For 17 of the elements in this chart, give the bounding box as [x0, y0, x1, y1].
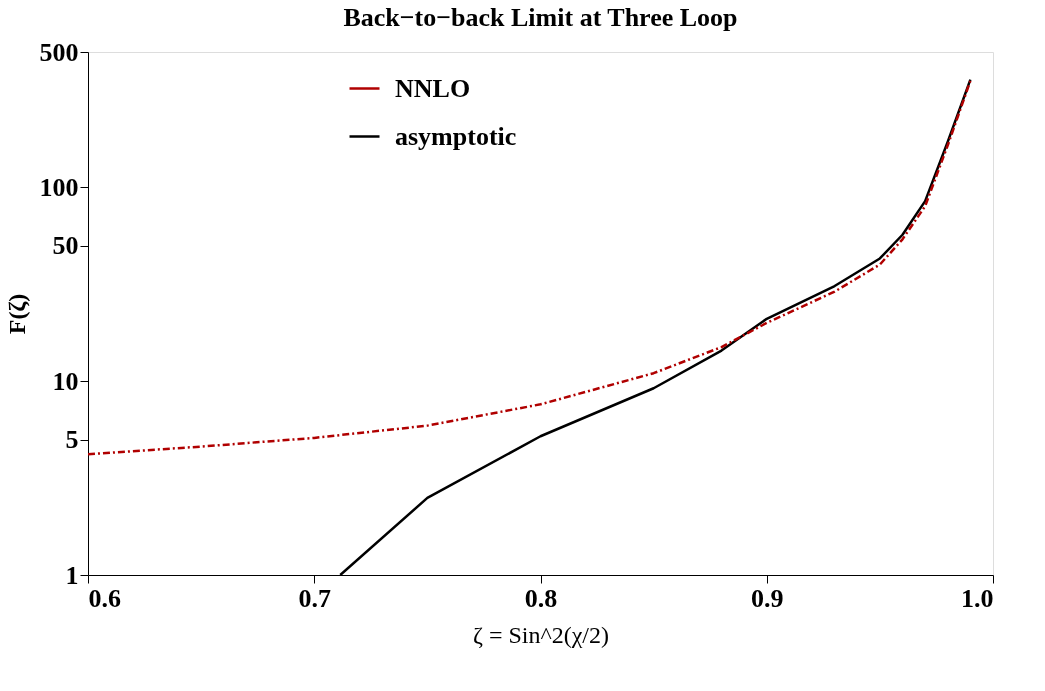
y-tick-label: 1: [65, 560, 79, 590]
y-tick-label: 5: [65, 425, 79, 455]
legend-label: NNLO: [395, 73, 471, 103]
chart-title: Back−to−back Limit at Three Loop: [343, 3, 738, 32]
y-tick-label: 10: [52, 366, 79, 396]
x-tick-label: 0.9: [751, 583, 784, 613]
x-axis-title: ζ = Sin^2(χ/2): [472, 621, 610, 648]
y-axis-title: F(ζ): [3, 293, 30, 335]
y-tick-label: 100: [39, 172, 79, 202]
y-tick-label: 500: [39, 37, 79, 67]
x-tick-label: 1.0: [961, 583, 994, 613]
x-tick-label: 0.8: [524, 583, 558, 613]
line-series: [88, 79, 972, 456]
legend-label: asymptotic: [395, 121, 517, 151]
x-tick-label: 0.6: [88, 583, 121, 613]
y-tick-label: 50: [52, 231, 79, 261]
x-tick-label: 0.7: [298, 583, 331, 613]
